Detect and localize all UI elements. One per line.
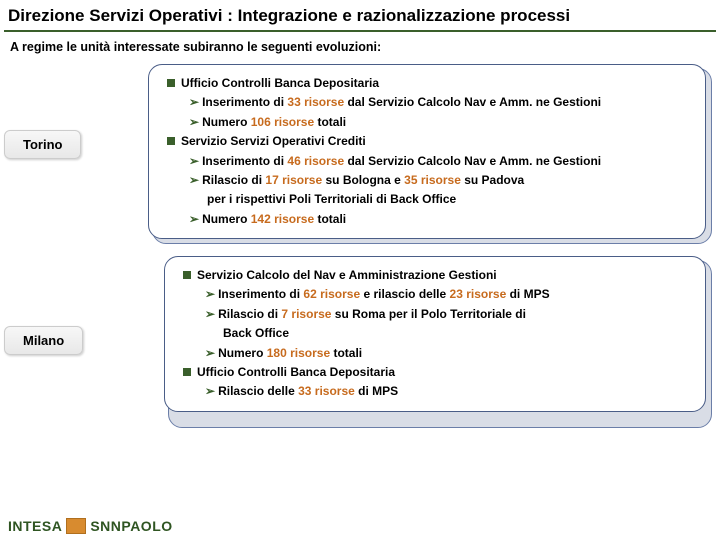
line-text: Rilascio di 7 risorse su Roma per il Pol…: [218, 306, 526, 323]
page-title: Direzione Servizi Operativi : Integrazio…: [0, 0, 720, 30]
line-text: Rilascio delle 33 risorse di MPS: [218, 383, 398, 400]
square-bullet-icon: [167, 137, 175, 145]
square-bullet-icon: [183, 368, 191, 376]
milano-block: Milano Servizio Calcolo del Nav e Ammini…: [8, 256, 712, 426]
torino-panel: Ufficio Controlli Banca Depositaria ➢ In…: [148, 64, 706, 239]
milano-panel: Servizio Calcolo del Nav e Amministrazio…: [164, 256, 706, 412]
line-text: Numero 180 risorse totali: [218, 345, 362, 362]
list-item: Back Office: [183, 325, 695, 342]
list-item: Ufficio Controlli Banca Depositaria: [167, 75, 695, 92]
logo-intesa-text: INTESA: [8, 518, 62, 534]
arrow-bullet-icon: ➢: [189, 172, 199, 189]
list-item: ➢ Rilascio di 7 risorse su Roma per il P…: [183, 306, 695, 323]
list-item: ➢ Numero 142 risorse totali: [167, 211, 695, 228]
line-text: Inserimento di 62 risorse e rilascio del…: [218, 286, 550, 303]
city-tab-milano: Milano: [4, 326, 83, 355]
list-item: per i rispettivi Poli Territoriali di Ba…: [167, 191, 695, 208]
line-text: Numero 142 risorse totali: [202, 211, 346, 228]
line-text: per i rispettivi Poli Territoriali di Ba…: [207, 191, 456, 208]
list-item: Servizio Servizi Operativi Crediti: [167, 133, 695, 150]
logo-sanpaolo-text: SNNPAOLO: [90, 518, 172, 534]
list-item: ➢ Numero 106 risorse totali: [167, 114, 695, 131]
square-bullet-icon: [183, 271, 191, 279]
line-text: Back Office: [223, 325, 289, 342]
section-heading: Ufficio Controlli Banca Depositaria: [181, 75, 379, 92]
list-item: ➢ Rilascio delle 33 risorse di MPS: [183, 383, 695, 400]
list-item: Ufficio Controlli Banca Depositaria: [183, 364, 695, 381]
arrow-bullet-icon: ➢: [205, 306, 215, 323]
list-item: Servizio Calcolo del Nav e Amministrazio…: [183, 267, 695, 284]
city-tab-torino: Torino: [4, 130, 81, 159]
arrow-bullet-icon: ➢: [205, 383, 215, 400]
subtitle: A regime le unità interessate subiranno …: [0, 38, 720, 64]
line-text: Inserimento di 33 risorse dal Servizio C…: [202, 94, 601, 111]
arrow-bullet-icon: ➢: [189, 153, 199, 170]
arrow-bullet-icon: ➢: [189, 114, 199, 131]
section-heading: Ufficio Controlli Banca Depositaria: [197, 364, 395, 381]
arrow-bullet-icon: ➢: [205, 345, 215, 362]
square-bullet-icon: [167, 79, 175, 87]
list-item: ➢ Rilascio di 17 risorse su Bologna e 35…: [167, 172, 695, 189]
list-item: ➢ Inserimento di 33 risorse dal Servizio…: [167, 94, 695, 111]
section-heading: Servizio Calcolo del Nav e Amministrazio…: [197, 267, 497, 284]
line-text: Inserimento di 46 risorse dal Servizio C…: [202, 153, 601, 170]
arrow-bullet-icon: ➢: [189, 94, 199, 111]
list-item: ➢ Inserimento di 46 risorse dal Servizio…: [167, 153, 695, 170]
list-item: ➢ Numero 180 risorse totali: [183, 345, 695, 362]
line-text: Numero 106 risorse totali: [202, 114, 346, 131]
line-text: Rilascio di 17 risorse su Bologna e 35 r…: [202, 172, 524, 189]
logo: INTESA SNNPAOLO: [8, 518, 173, 534]
arrow-bullet-icon: ➢: [189, 211, 199, 228]
list-item: ➢ Inserimento di 62 risorse e rilascio d…: [183, 286, 695, 303]
section-heading: Servizio Servizi Operativi Crediti: [181, 133, 366, 150]
title-rule: [4, 30, 716, 32]
torino-block: Torino Ufficio Controlli Banca Depositar…: [8, 64, 712, 242]
logo-box-icon: [66, 518, 86, 534]
arrow-bullet-icon: ➢: [205, 286, 215, 303]
